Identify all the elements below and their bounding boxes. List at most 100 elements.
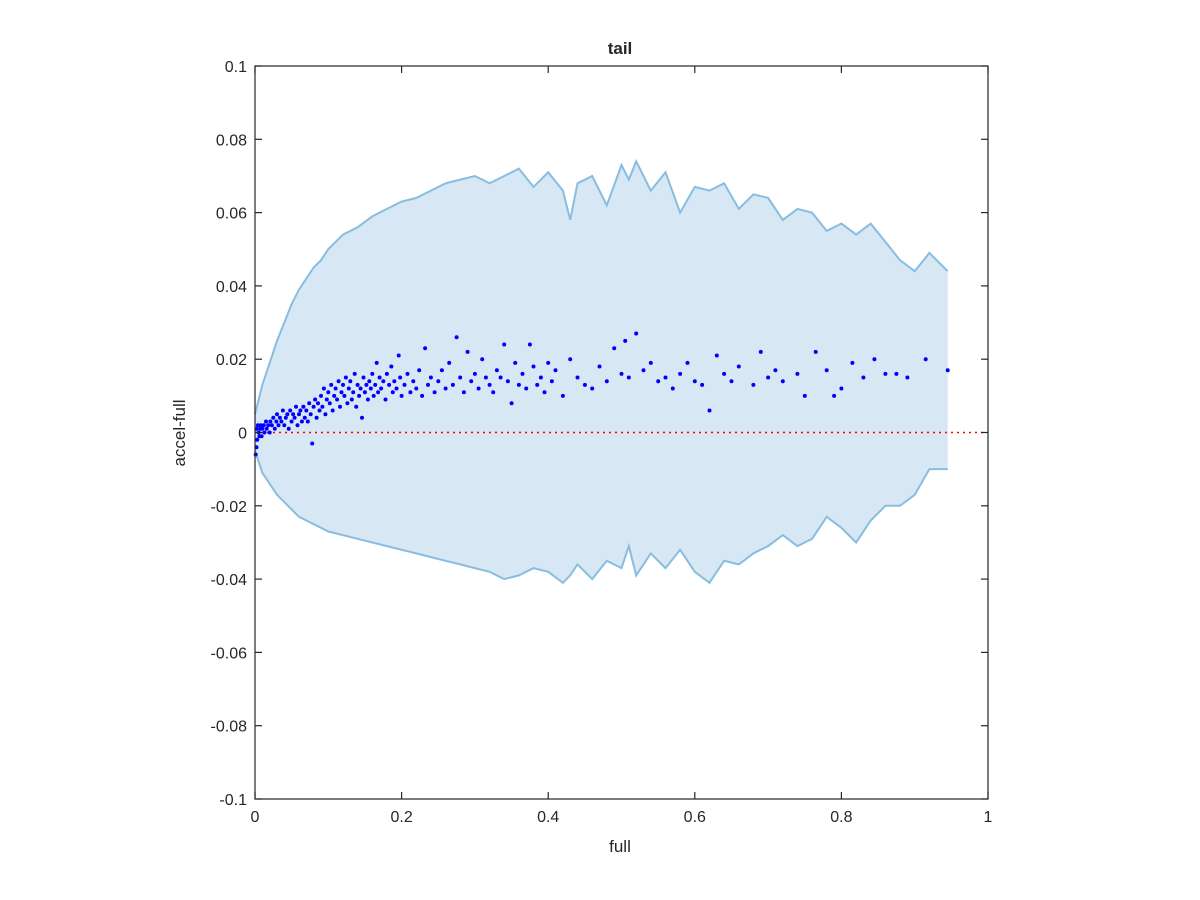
- data-point: [531, 364, 536, 369]
- chart-title: tail: [608, 39, 633, 58]
- data-point: [264, 426, 269, 431]
- data-point: [384, 371, 389, 376]
- data-point: [276, 423, 281, 428]
- data-point: [313, 397, 318, 402]
- data-point: [428, 375, 433, 380]
- data-point: [861, 375, 866, 380]
- data-point: [327, 401, 332, 406]
- data-point: [370, 371, 375, 376]
- data-point: [568, 357, 573, 362]
- data-point: [326, 390, 331, 395]
- data-point: [392, 379, 397, 384]
- data-point: [332, 393, 337, 398]
- data-point: [317, 408, 322, 413]
- data-point: [538, 375, 543, 380]
- data-point: [379, 386, 384, 391]
- lower-band-line: [254, 450, 948, 585]
- data-point: [324, 397, 329, 402]
- data-point: [342, 393, 347, 398]
- data-point: [487, 382, 492, 387]
- data-point: [535, 382, 540, 387]
- data-point: [269, 423, 274, 428]
- data-point: [329, 382, 334, 387]
- data-point: [258, 423, 263, 428]
- data-point: [288, 408, 293, 413]
- data-point: [360, 415, 364, 420]
- data-point: [923, 357, 928, 362]
- data-point: [872, 357, 877, 362]
- data-point: [308, 412, 313, 417]
- data-point: [373, 382, 378, 387]
- x-tick-label: 0.8: [830, 809, 852, 826]
- data-point: [289, 419, 294, 424]
- data-point: [323, 412, 328, 417]
- data-point: [280, 408, 285, 413]
- data-point: [513, 360, 518, 365]
- data-point: [351, 390, 356, 395]
- data-point: [832, 393, 837, 398]
- data-point: [423, 346, 428, 351]
- y-tick-label: -0.04: [211, 572, 248, 589]
- data-point: [365, 397, 370, 402]
- data-point: [338, 404, 342, 409]
- data-point: [634, 331, 639, 336]
- data-point: [839, 386, 844, 391]
- x-axis-label: full: [609, 837, 631, 856]
- data-point: [590, 386, 595, 391]
- x-tick-label: 1: [984, 809, 993, 826]
- data-point: [402, 382, 407, 387]
- data-point: [291, 412, 296, 417]
- data-point: [560, 393, 565, 398]
- data-point: [310, 441, 315, 446]
- data-point: [354, 404, 359, 409]
- data-point: [304, 408, 309, 413]
- data-point: [305, 419, 310, 424]
- upper-band-line: [254, 158, 949, 415]
- data-point: [905, 375, 910, 380]
- data-point: [383, 397, 388, 402]
- data-point: [387, 382, 392, 387]
- y-tick-label: -0.02: [211, 499, 248, 516]
- data-point: [295, 423, 300, 428]
- data-point: [411, 379, 416, 384]
- data-point: [773, 368, 778, 373]
- data-point: [345, 401, 350, 406]
- data-point: [480, 357, 485, 362]
- data-point: [277, 415, 282, 420]
- data-point: [524, 386, 529, 391]
- data-point: [420, 393, 425, 398]
- data-point: [824, 368, 829, 373]
- data-point: [346, 386, 351, 391]
- y-tick-label: 0: [238, 426, 247, 443]
- data-point: [527, 342, 532, 347]
- data-point: [339, 390, 344, 395]
- data-point: [502, 342, 507, 347]
- data-point: [443, 386, 448, 391]
- data-point: [458, 375, 463, 380]
- data-point: [575, 375, 580, 380]
- data-point: [461, 390, 466, 395]
- data-point: [267, 430, 272, 435]
- data-point: [714, 353, 719, 358]
- data-point: [692, 379, 697, 384]
- data-point: [417, 368, 422, 373]
- data-point: [343, 375, 348, 380]
- data-point: [390, 390, 395, 395]
- data-point: [282, 423, 287, 428]
- data-point: [795, 371, 800, 376]
- data-point: [283, 415, 288, 420]
- data-point: [546, 360, 551, 365]
- data-point: [298, 408, 303, 413]
- data-point: [722, 371, 727, 376]
- data-point: [641, 368, 646, 373]
- data-point: [357, 393, 362, 398]
- data-point: [262, 430, 267, 435]
- data-point: [292, 415, 297, 420]
- data-point: [336, 379, 341, 384]
- data-point: [362, 390, 367, 395]
- data-point: [268, 419, 273, 424]
- data-point: [883, 371, 888, 376]
- data-point: [297, 412, 301, 417]
- data-point: [619, 371, 624, 376]
